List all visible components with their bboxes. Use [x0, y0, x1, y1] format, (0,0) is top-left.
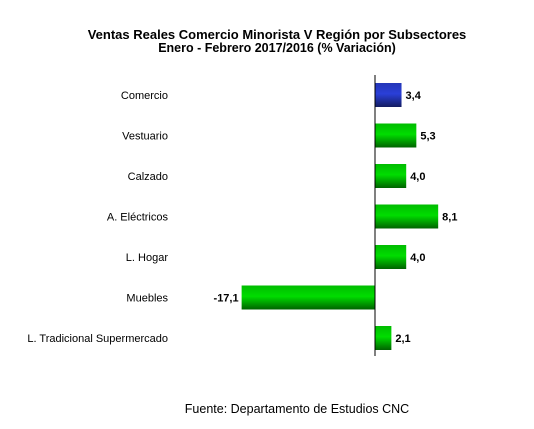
value-label: 4,0	[410, 171, 425, 183]
bar-calzado	[375, 164, 407, 188]
source-note: Fuente: Departamento de Estudios CNC	[184, 402, 410, 416]
category-label: L. Tradicional Supermercado	[27, 333, 168, 345]
bar-comercio	[375, 83, 402, 107]
bars-group	[241, 83, 439, 350]
category-label: A. Eléctricos	[107, 212, 169, 224]
category-label: Muebles	[126, 293, 168, 305]
category-label: Comercio	[121, 90, 168, 102]
value-label: 2,1	[395, 333, 410, 345]
value-label: 4,0	[410, 252, 425, 264]
value-label: 8,1	[442, 212, 457, 224]
category-label: Calzado	[128, 171, 168, 183]
bar-l-hogar	[375, 245, 407, 269]
bar-l-tradicional-supermercado	[375, 326, 392, 350]
chart-subtitle: Enero - Febrero 2017/2016 (% Variación)	[158, 41, 396, 55]
category-label: Vestuario	[122, 131, 168, 143]
bar-vestuario	[375, 123, 417, 148]
category-label: L. Hogar	[126, 252, 169, 264]
chart-title: Ventas Reales Comercio Minorista V Regió…	[87, 27, 467, 42]
bar-a-el-ctricos	[375, 204, 439, 229]
labels-group: Comercio 3,4 Vestuario 5,3 Calzado 4,0 A. Eléc…	[27, 90, 457, 345]
value-label: 5,3	[420, 131, 435, 143]
value-label: 3,4	[406, 90, 422, 102]
value-label: -17,1	[214, 293, 239, 305]
bar-muebles	[241, 285, 375, 310]
